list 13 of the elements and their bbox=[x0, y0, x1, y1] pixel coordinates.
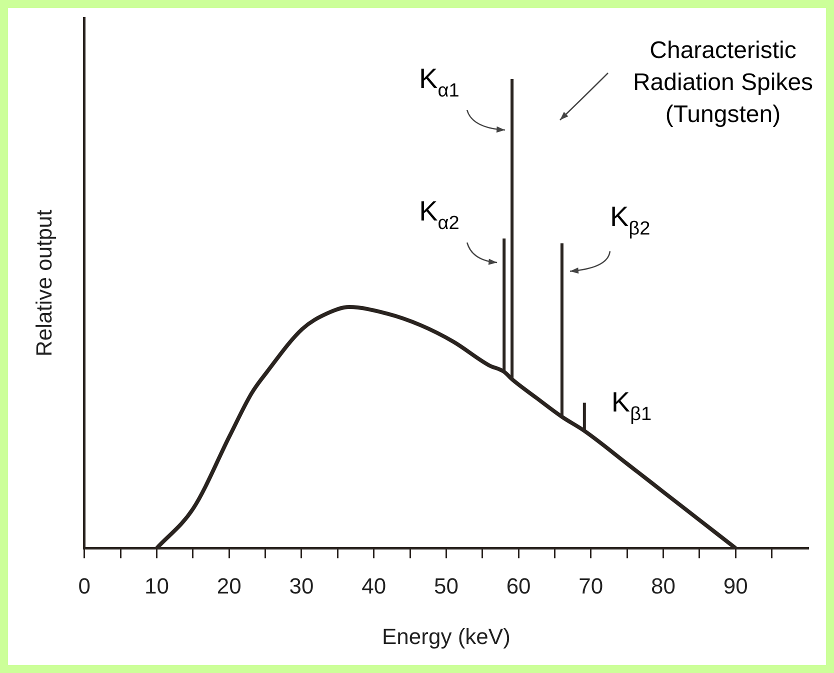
x-tick-label: 40 bbox=[362, 573, 386, 598]
x-tick-label: 30 bbox=[289, 573, 314, 598]
x-tick-label: 80 bbox=[651, 573, 676, 598]
x-tick-label: 0 bbox=[78, 573, 91, 598]
x-tick-label: 20 bbox=[216, 573, 242, 598]
x-axis-title: Energy (keV) bbox=[382, 624, 510, 649]
y-axis-title: Relative output bbox=[31, 210, 56, 356]
x-tick-label: 90 bbox=[723, 573, 748, 598]
x-tick-label: 50 bbox=[434, 573, 458, 598]
x-tick-label: 60 bbox=[506, 573, 531, 598]
x-tick-label: 10 bbox=[144, 573, 169, 598]
x-tick-label: 70 bbox=[578, 573, 604, 598]
annotation: Characteristic Radiation Spikes (Tungsten) bbox=[632, 37, 814, 128]
